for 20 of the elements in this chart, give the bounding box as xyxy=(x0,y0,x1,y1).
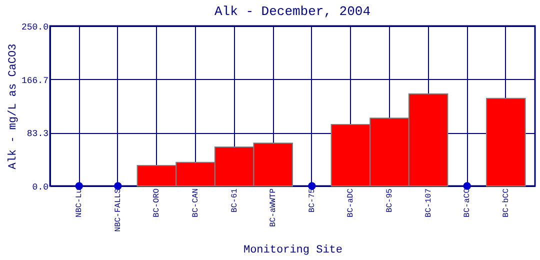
x-tick-label: BC-95 xyxy=(386,188,394,213)
x-tick-label: BC-61 xyxy=(230,188,240,213)
bar xyxy=(486,98,526,186)
chart-title: Alk - December, 2004 xyxy=(214,4,371,19)
x-tick-label: NBC-FALLS xyxy=(114,188,123,232)
x-tick-label: BC-ORO xyxy=(152,188,162,218)
x-axis-title: Monitoring Site xyxy=(243,244,343,257)
y-tick-label: 250.0 xyxy=(21,22,48,32)
y-tick-label: 0.0 xyxy=(32,182,48,192)
x-tick-label: BC-107 xyxy=(424,188,434,218)
y-tick-label: 83.3 xyxy=(26,129,48,140)
y-tick-label: 166.7 xyxy=(21,76,48,86)
x-tick-label: BC-CAN xyxy=(192,188,200,218)
x-tick-label: BC-aDC xyxy=(346,188,356,218)
x-tick-label: BC-75 xyxy=(308,188,317,213)
y-axis-title: Alk - mg/L as CaCO3 xyxy=(7,44,20,170)
x-tick-label: BC-aCC xyxy=(463,188,472,218)
x-tick-label: BC-bCC xyxy=(502,188,511,218)
x-tick-label: NBC-Lu xyxy=(75,188,84,218)
x-tick-label: BC-aWWTP xyxy=(269,188,278,227)
